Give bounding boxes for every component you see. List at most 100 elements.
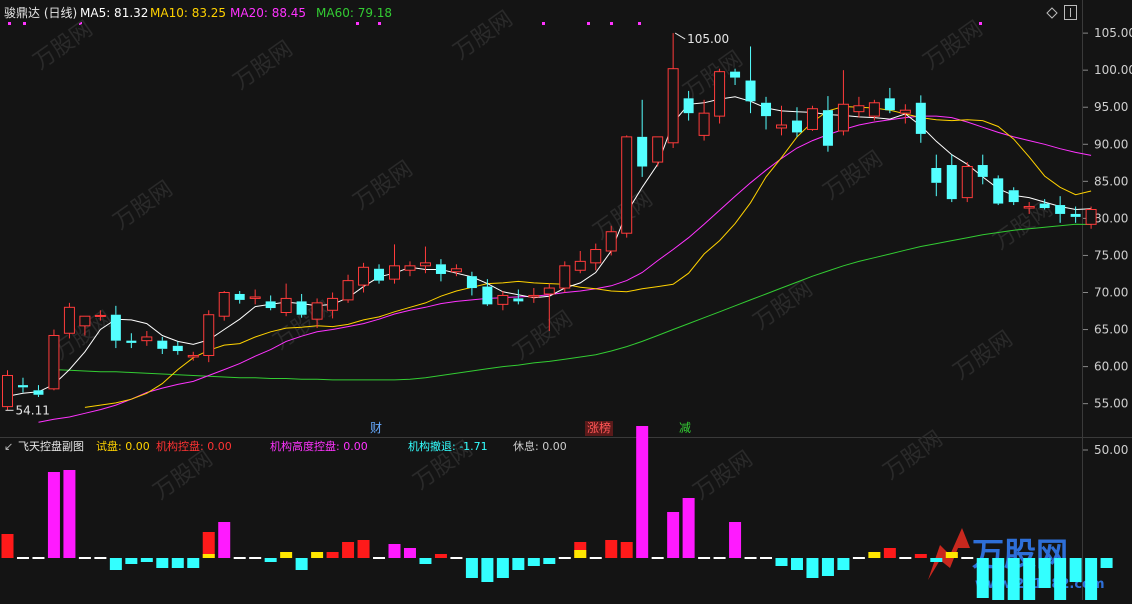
price-tick-label: 100.00 [1094, 63, 1132, 77]
candle [528, 288, 540, 303]
indicator-bar [667, 512, 680, 558]
watermark-text: 万股网 [819, 147, 887, 205]
event-marker-finance[interactable]: 财 [370, 421, 382, 435]
panel-button[interactable] [1064, 5, 1077, 20]
indicator-bar [729, 522, 742, 558]
diamond-icon[interactable] [1046, 7, 1058, 19]
indicator-values: 试盘: 0.00 机构控盘: 0.00 机构高度控盘: 0.00 机构撤退: -1.7… [96, 439, 567, 453]
indicator-bar [868, 552, 881, 558]
candle [435, 259, 446, 282]
price-tick-label: 80.00 [1094, 211, 1128, 225]
candle [931, 154, 942, 197]
indicator-bar [961, 557, 974, 559]
indicator-arrow-icon[interactable]: ↙ [4, 440, 13, 453]
indicator-bar [342, 542, 355, 558]
candle [389, 244, 400, 284]
candle [419, 246, 431, 274]
candle [1085, 206, 1097, 229]
candle [404, 261, 416, 277]
candle [141, 331, 153, 346]
price-tick-label: 90.00 [1094, 137, 1128, 151]
indicator-bar [78, 557, 91, 559]
indicator-bar [171, 558, 184, 568]
candle [311, 298, 323, 329]
candle [358, 262, 370, 293]
indicator-legend: ↙ 飞天控盘副图 试盘: 0.00 机构控盘: 0.00 机构高度控盘: 0.00 机… [4, 439, 567, 453]
candle [884, 87, 895, 114]
indicator-bar [1069, 558, 1082, 582]
candle [63, 302, 75, 339]
indicator-axis: 50.00 [1083, 443, 1128, 457]
indicator-bar [63, 470, 76, 558]
candle [698, 99, 710, 141]
candle [327, 292, 339, 319]
event-markers: 财 涨榜 减 [370, 420, 691, 436]
candle [249, 289, 261, 305]
header-legend: 骏鼎达 (日线) MA5: 81.32 MA10: 83.25 MA20: 88.4… [4, 6, 392, 20]
indicator-tick-label: 50.00 [1094, 443, 1128, 457]
candle [110, 305, 121, 349]
candle [621, 135, 633, 238]
candle [48, 329, 60, 391]
candle [1039, 199, 1050, 210]
price-tick-label: 105.00 [1094, 26, 1132, 40]
candle [590, 243, 602, 271]
candle [234, 291, 245, 304]
candle [450, 264, 462, 277]
indicator-bar [295, 558, 308, 570]
indicator-bar [760, 557, 773, 559]
indicator-bar [373, 557, 386, 559]
indicator-bar [450, 557, 463, 559]
indicator-title[interactable]: 飞天控盘副图 [18, 439, 84, 453]
candle [513, 289, 524, 305]
candle [342, 274, 354, 303]
indicator-value: 休息: 0.00 [513, 439, 567, 453]
low-annotation: 54.11 [5, 403, 50, 417]
candle [1008, 187, 1019, 206]
price-tick-label: 95.00 [1094, 100, 1128, 114]
indicator-bar [790, 558, 803, 570]
event-marker-reduce[interactable]: 减 [679, 421, 691, 435]
candle [497, 291, 509, 311]
signal-dot [610, 22, 613, 25]
indicator-bar [109, 558, 122, 570]
indicator-bar [280, 552, 293, 558]
indicator-bar [125, 558, 138, 564]
candle [559, 261, 571, 293]
candle [714, 68, 726, 124]
ma-legend-item: MA20: 88.45 [230, 6, 306, 20]
candle [543, 283, 555, 332]
signal-dot [587, 22, 590, 25]
indicator-bar [543, 558, 556, 564]
stock-name: 骏鼎达 (日线) [4, 6, 77, 20]
indicator-bar [465, 558, 478, 578]
candle [33, 385, 44, 397]
signal-dot [979, 22, 982, 25]
indicator-bar [1007, 558, 1020, 604]
candle [187, 351, 199, 361]
candle [776, 105, 787, 136]
event-marker-limit-up[interactable]: 涨榜 [587, 420, 611, 435]
signal-dot [8, 22, 11, 25]
indicator-bar [1023, 558, 1036, 604]
indicator-bar [94, 557, 107, 559]
low-price-label: 54.11 [16, 403, 50, 417]
indicator-bar [527, 558, 540, 566]
indicator-bar [883, 548, 896, 558]
indicator-bar [945, 552, 958, 558]
indicator-bar [47, 472, 60, 558]
candle [126, 333, 137, 349]
watermark-text: 万股网 [949, 327, 1017, 385]
indicator-bar [682, 498, 695, 558]
indicator-bar [218, 522, 231, 558]
indicator-bar [233, 557, 246, 559]
ma-legend-item: MA5: 81.32 [80, 6, 148, 20]
candle [745, 46, 756, 114]
indicator-bar [976, 558, 989, 598]
candle [203, 310, 215, 363]
candle [1023, 202, 1035, 214]
indicator-bar [744, 557, 757, 559]
candle [961, 162, 973, 203]
watermark-text: 万股网 [349, 157, 417, 215]
